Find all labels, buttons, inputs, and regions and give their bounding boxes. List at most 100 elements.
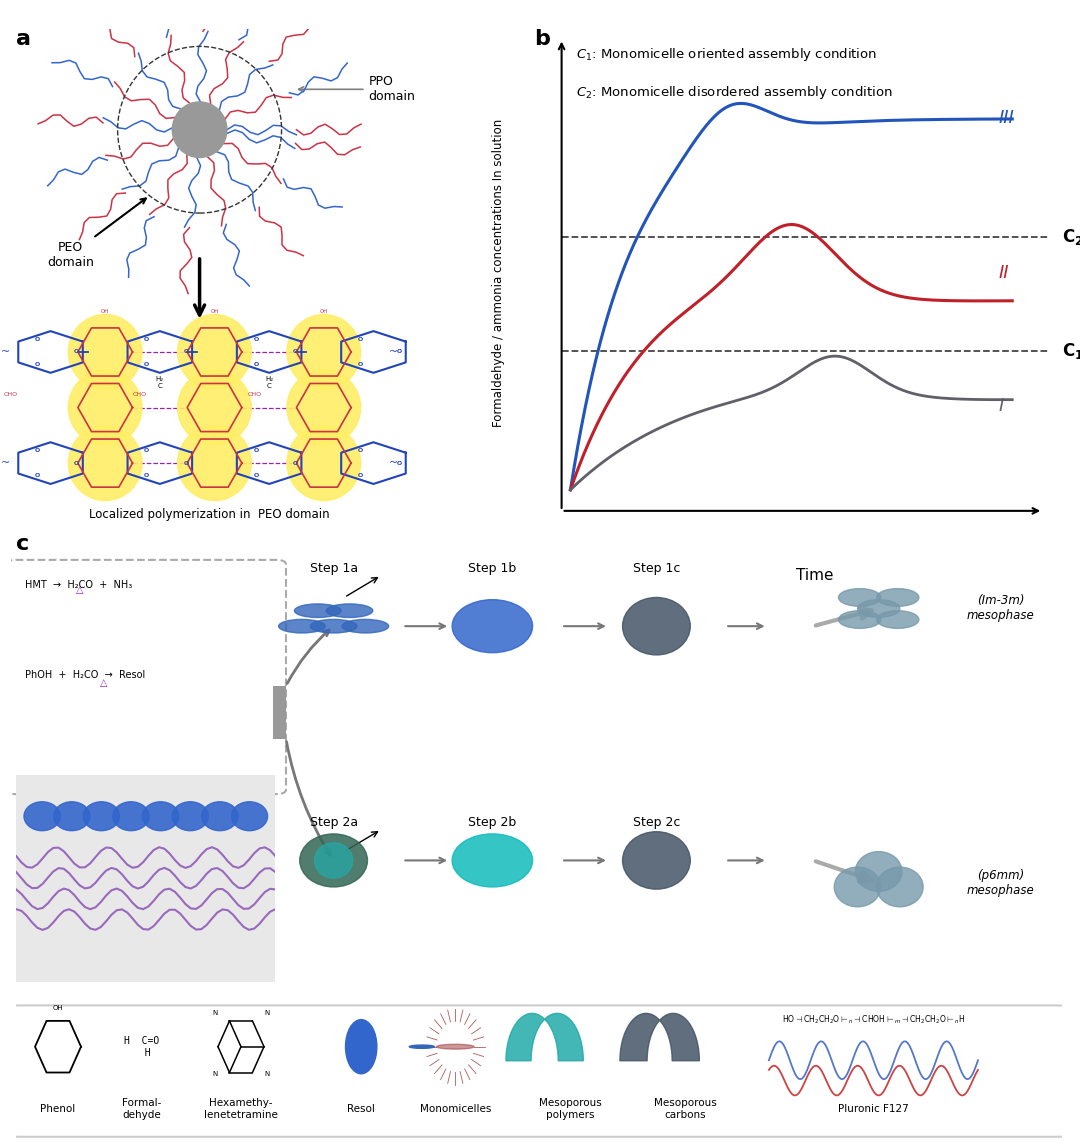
Circle shape xyxy=(287,315,361,389)
Text: O: O xyxy=(144,362,149,367)
Text: N: N xyxy=(212,1071,217,1077)
Text: Hexamethy-
lenetetramine: Hexamethy- lenetetramine xyxy=(204,1099,278,1119)
Circle shape xyxy=(287,426,361,501)
Text: Step 2c: Step 2c xyxy=(633,816,680,829)
Text: Pluronic F127: Pluronic F127 xyxy=(838,1104,909,1114)
Circle shape xyxy=(287,370,361,445)
Text: CHO: CHO xyxy=(133,393,147,397)
Text: b: b xyxy=(535,29,551,48)
Text: Step 1b: Step 1b xyxy=(469,563,516,575)
Text: Step 2a: Step 2a xyxy=(310,816,357,829)
Text: I: I xyxy=(999,397,1004,416)
Text: HMT  →  H₂CO  +  NH₃: HMT → H₂CO + NH₃ xyxy=(25,580,132,590)
Text: O: O xyxy=(357,362,363,367)
Text: O: O xyxy=(144,336,149,342)
Circle shape xyxy=(173,102,227,157)
Text: O: O xyxy=(357,473,363,479)
Circle shape xyxy=(83,801,120,831)
Text: Monomicelles: Monomicelles xyxy=(420,1104,491,1114)
Text: O: O xyxy=(293,460,298,466)
Text: O: O xyxy=(254,448,259,453)
Text: CHO: CHO xyxy=(247,393,261,397)
Text: N: N xyxy=(265,1010,270,1016)
Text: ~: ~ xyxy=(1,347,11,357)
Text: PPO
domain: PPO domain xyxy=(298,76,416,103)
Circle shape xyxy=(24,801,60,831)
Text: ~: ~ xyxy=(389,458,397,468)
Text: O: O xyxy=(397,460,402,466)
Text: N: N xyxy=(265,1071,270,1077)
Text: O: O xyxy=(254,362,259,367)
Text: O: O xyxy=(35,473,40,479)
Circle shape xyxy=(202,801,238,831)
Text: Mesoporous
carbons: Mesoporous carbons xyxy=(653,1099,717,1119)
Text: △: △ xyxy=(100,678,108,688)
Ellipse shape xyxy=(300,833,367,887)
Text: Phenol: Phenol xyxy=(40,1104,76,1114)
Text: H  C=O
  H: H C=O H xyxy=(124,1035,159,1057)
FancyBboxPatch shape xyxy=(273,685,286,739)
Text: Step 1a: Step 1a xyxy=(310,563,357,575)
Text: II: II xyxy=(999,264,1010,281)
Text: c: c xyxy=(16,534,29,553)
Circle shape xyxy=(177,426,252,501)
Text: III: III xyxy=(999,109,1015,126)
Ellipse shape xyxy=(346,1019,377,1073)
Text: O: O xyxy=(35,362,40,367)
Circle shape xyxy=(143,801,179,831)
Text: O: O xyxy=(144,473,149,479)
Text: O: O xyxy=(397,349,402,355)
Circle shape xyxy=(68,370,143,445)
Text: Localized polymerization in  PEO domain: Localized polymerization in PEO domain xyxy=(90,509,329,521)
Ellipse shape xyxy=(855,852,902,891)
Circle shape xyxy=(231,801,268,831)
Ellipse shape xyxy=(453,833,532,887)
Text: O: O xyxy=(357,448,363,453)
Ellipse shape xyxy=(838,611,881,628)
Text: ~: ~ xyxy=(1,458,11,468)
Text: a: a xyxy=(16,29,31,48)
Text: $C_2$: Monomicelle disordered assembly condition: $C_2$: Monomicelle disordered assembly c… xyxy=(577,85,893,101)
Ellipse shape xyxy=(326,604,373,618)
Circle shape xyxy=(112,801,149,831)
Text: O: O xyxy=(75,460,79,466)
Text: O: O xyxy=(184,460,189,466)
Ellipse shape xyxy=(342,620,389,633)
Circle shape xyxy=(68,315,143,389)
Ellipse shape xyxy=(622,597,690,654)
Circle shape xyxy=(172,801,208,831)
Circle shape xyxy=(436,1045,474,1049)
FancyBboxPatch shape xyxy=(11,770,281,986)
Ellipse shape xyxy=(834,867,881,907)
Text: Resol: Resol xyxy=(348,1104,375,1114)
Text: CHO: CHO xyxy=(3,393,18,397)
Text: H₂
C: H₂ C xyxy=(156,375,164,389)
Text: O: O xyxy=(35,448,40,453)
Ellipse shape xyxy=(877,611,919,628)
Ellipse shape xyxy=(838,589,881,606)
Ellipse shape xyxy=(877,867,923,907)
Ellipse shape xyxy=(310,620,356,633)
Text: Step 1c: Step 1c xyxy=(633,563,680,575)
Text: O: O xyxy=(254,336,259,342)
Text: O: O xyxy=(144,448,149,453)
Text: (p6mm)
mesophase: (p6mm) mesophase xyxy=(967,869,1035,897)
Text: Formaldehyde / ammonia concentrations In solution: Formaldehyde / ammonia concentrations In… xyxy=(491,118,505,427)
Text: (Im-3m)
mesophase: (Im-3m) mesophase xyxy=(967,595,1035,622)
Text: PhOH  +  H₂CO  →  Resol: PhOH + H₂CO → Resol xyxy=(25,670,145,681)
Text: HO$\dashv$CH$_2$CH$_2$O$\vdash_n\dashv$CHOH$\vdash_m\dashv$CH$_2$CH$_2$O$\vdash_: HO$\dashv$CH$_2$CH$_2$O$\vdash_n\dashv$C… xyxy=(782,1014,966,1026)
Circle shape xyxy=(54,801,90,831)
Circle shape xyxy=(68,426,143,501)
Text: ~: ~ xyxy=(389,347,397,357)
Text: $\mathbf{C_2}$: $\mathbf{C_2}$ xyxy=(1062,227,1080,247)
Text: O: O xyxy=(35,336,40,342)
Text: $C_1$: Monomicelle oriented assembly condition: $C_1$: Monomicelle oriented assembly con… xyxy=(577,46,877,63)
Text: O: O xyxy=(75,349,79,355)
Text: OH: OH xyxy=(102,309,109,315)
Text: Formal-
dehyde: Formal- dehyde xyxy=(122,1099,161,1119)
Text: Time: Time xyxy=(796,568,833,583)
Ellipse shape xyxy=(858,599,900,618)
Text: OH: OH xyxy=(211,309,218,315)
Text: PEO
domain: PEO domain xyxy=(46,199,146,269)
Text: O: O xyxy=(357,336,363,342)
